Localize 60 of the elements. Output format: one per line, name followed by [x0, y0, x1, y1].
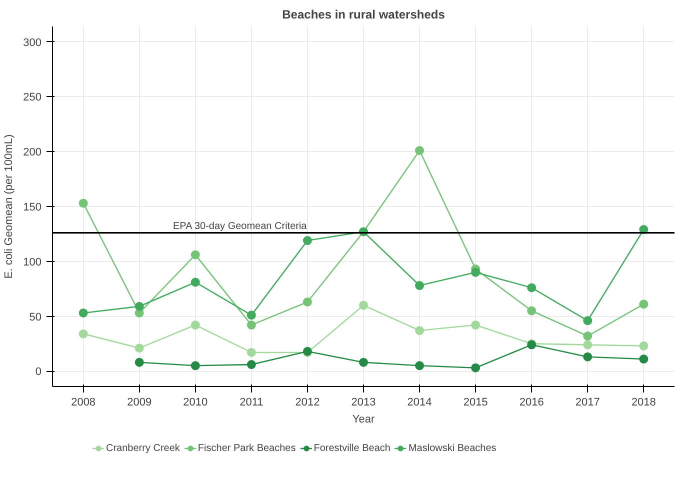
y-tick-label: 200 [23, 146, 42, 159]
x-tick-label: 2018 [631, 396, 656, 408]
point [471, 268, 480, 277]
x-tick-label: 2014 [407, 396, 432, 408]
point [527, 283, 536, 292]
point [583, 352, 592, 362]
point [190, 250, 200, 260]
y-tick-label: 250 [23, 92, 42, 104]
x-tick-label: 2010 [183, 396, 208, 408]
point [471, 363, 480, 372]
point [302, 236, 312, 246]
point [302, 297, 312, 306]
point [639, 354, 648, 364]
legend-label: Maslowski Beaches [408, 442, 496, 454]
point [190, 320, 200, 330]
point [583, 332, 592, 341]
point [246, 348, 256, 357]
ref-line-label: EPA 30-day Geomean Criteria [172, 220, 308, 232]
point [134, 358, 144, 367]
legend-label: Forestville Beach [314, 442, 390, 454]
point [78, 308, 88, 318]
point [415, 326, 424, 336]
point [134, 302, 144, 311]
x-axis-title: Year [352, 414, 375, 426]
x-tick-label: 2017 [575, 396, 600, 408]
legend-label: Fischer Park Beaches [198, 442, 296, 454]
y-tick-label: 300 [23, 36, 42, 49]
point [359, 358, 368, 367]
point [246, 320, 256, 330]
point [246, 310, 256, 320]
y-tick-label: 50 [29, 311, 42, 324]
y-axis-title: E. coli Geomean (per 100mL) [3, 134, 16, 279]
point [78, 329, 88, 338]
point [639, 300, 648, 309]
x-tick-label: 2008 [71, 396, 96, 408]
point [78, 198, 88, 208]
x-tick-label: 2015 [463, 396, 488, 408]
point [415, 146, 424, 156]
x-tick-label: 2011 [240, 396, 264, 408]
point [246, 360, 256, 370]
x-tick-label: 2012 [295, 396, 320, 408]
point [527, 306, 536, 316]
x-tick-label: 2009 [127, 396, 152, 408]
point [471, 320, 480, 330]
point [359, 300, 368, 310]
chart-title: Beaches in rural watersheds [282, 8, 446, 22]
point [415, 361, 424, 370]
point [134, 344, 144, 353]
y-tick-label: 0 [35, 366, 42, 378]
x-tick-label: 2016 [519, 396, 544, 408]
y-tick-label: 150 [23, 202, 42, 214]
point [415, 281, 424, 290]
point [583, 316, 592, 326]
point [583, 340, 592, 350]
point [190, 278, 200, 287]
y-tick-label: 100 [23, 256, 42, 268]
legend-label: Cranberry Creek [106, 442, 180, 454]
point [639, 341, 648, 350]
point [190, 361, 200, 370]
x-tick-label: 2013 [351, 396, 376, 408]
